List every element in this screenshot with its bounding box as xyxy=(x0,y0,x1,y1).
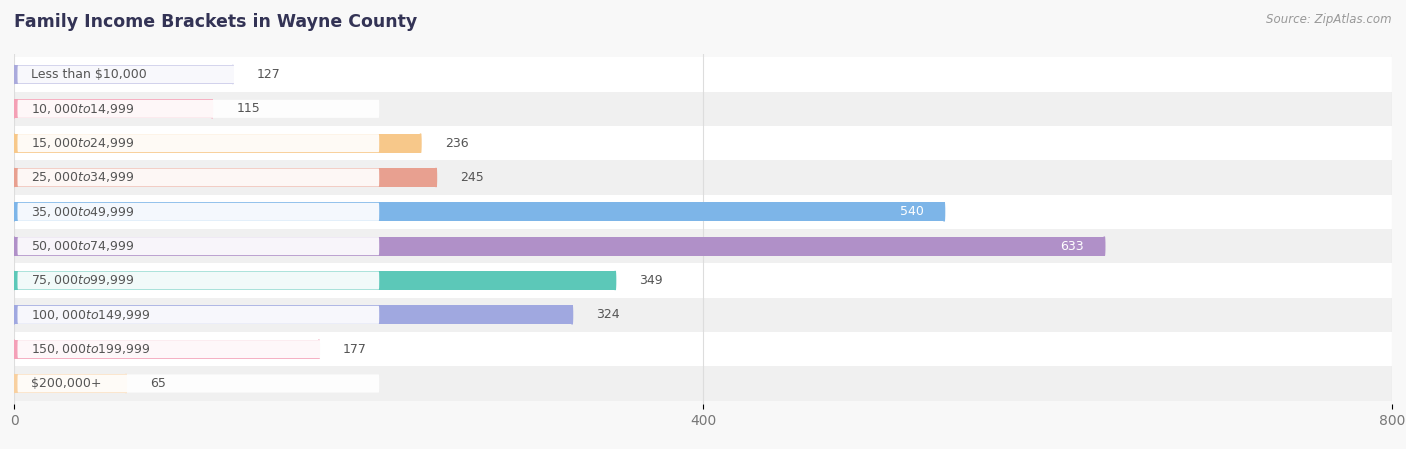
FancyBboxPatch shape xyxy=(17,374,380,392)
FancyBboxPatch shape xyxy=(17,66,380,84)
Text: $200,000+: $200,000+ xyxy=(31,377,101,390)
Text: $25,000 to $34,999: $25,000 to $34,999 xyxy=(31,171,135,185)
Text: 236: 236 xyxy=(444,136,468,150)
Bar xyxy=(14,366,1392,401)
Text: $100,000 to $149,999: $100,000 to $149,999 xyxy=(31,308,150,322)
Text: Source: ZipAtlas.com: Source: ZipAtlas.com xyxy=(1267,13,1392,26)
Text: Less than $10,000: Less than $10,000 xyxy=(31,68,148,81)
Bar xyxy=(14,298,1392,332)
Bar xyxy=(14,271,616,290)
FancyBboxPatch shape xyxy=(17,237,380,255)
Bar xyxy=(14,202,945,221)
Bar xyxy=(14,237,1104,255)
FancyBboxPatch shape xyxy=(17,340,380,358)
Bar xyxy=(14,168,436,187)
Bar xyxy=(14,195,1392,229)
FancyBboxPatch shape xyxy=(17,203,380,221)
Text: 349: 349 xyxy=(640,274,662,287)
Bar xyxy=(14,263,1392,298)
Bar xyxy=(14,229,1392,263)
Text: Family Income Brackets in Wayne County: Family Income Brackets in Wayne County xyxy=(14,13,418,31)
FancyBboxPatch shape xyxy=(17,100,380,118)
Text: $150,000 to $199,999: $150,000 to $199,999 xyxy=(31,342,150,356)
Bar xyxy=(14,160,1392,195)
Bar xyxy=(14,305,572,324)
Bar xyxy=(14,57,1392,92)
Text: $15,000 to $24,999: $15,000 to $24,999 xyxy=(31,136,135,150)
Text: $50,000 to $74,999: $50,000 to $74,999 xyxy=(31,239,135,253)
FancyBboxPatch shape xyxy=(17,134,380,152)
FancyBboxPatch shape xyxy=(17,168,380,186)
Text: $10,000 to $14,999: $10,000 to $14,999 xyxy=(31,102,135,116)
FancyBboxPatch shape xyxy=(17,272,380,290)
Bar xyxy=(14,340,319,359)
Text: 245: 245 xyxy=(460,171,484,184)
Text: 127: 127 xyxy=(257,68,281,81)
Text: 65: 65 xyxy=(150,377,166,390)
Bar xyxy=(14,92,1392,126)
Bar xyxy=(14,65,233,84)
Text: $75,000 to $99,999: $75,000 to $99,999 xyxy=(31,273,135,287)
Bar xyxy=(14,126,1392,160)
Bar xyxy=(14,134,420,153)
Bar xyxy=(14,332,1392,366)
Text: 115: 115 xyxy=(236,102,260,115)
Bar xyxy=(14,99,212,118)
Text: 633: 633 xyxy=(1060,240,1084,253)
Text: 324: 324 xyxy=(596,308,620,321)
FancyBboxPatch shape xyxy=(17,306,380,324)
Text: 177: 177 xyxy=(343,343,367,356)
Text: $35,000 to $49,999: $35,000 to $49,999 xyxy=(31,205,135,219)
Bar xyxy=(14,374,127,393)
Text: 540: 540 xyxy=(900,205,924,218)
